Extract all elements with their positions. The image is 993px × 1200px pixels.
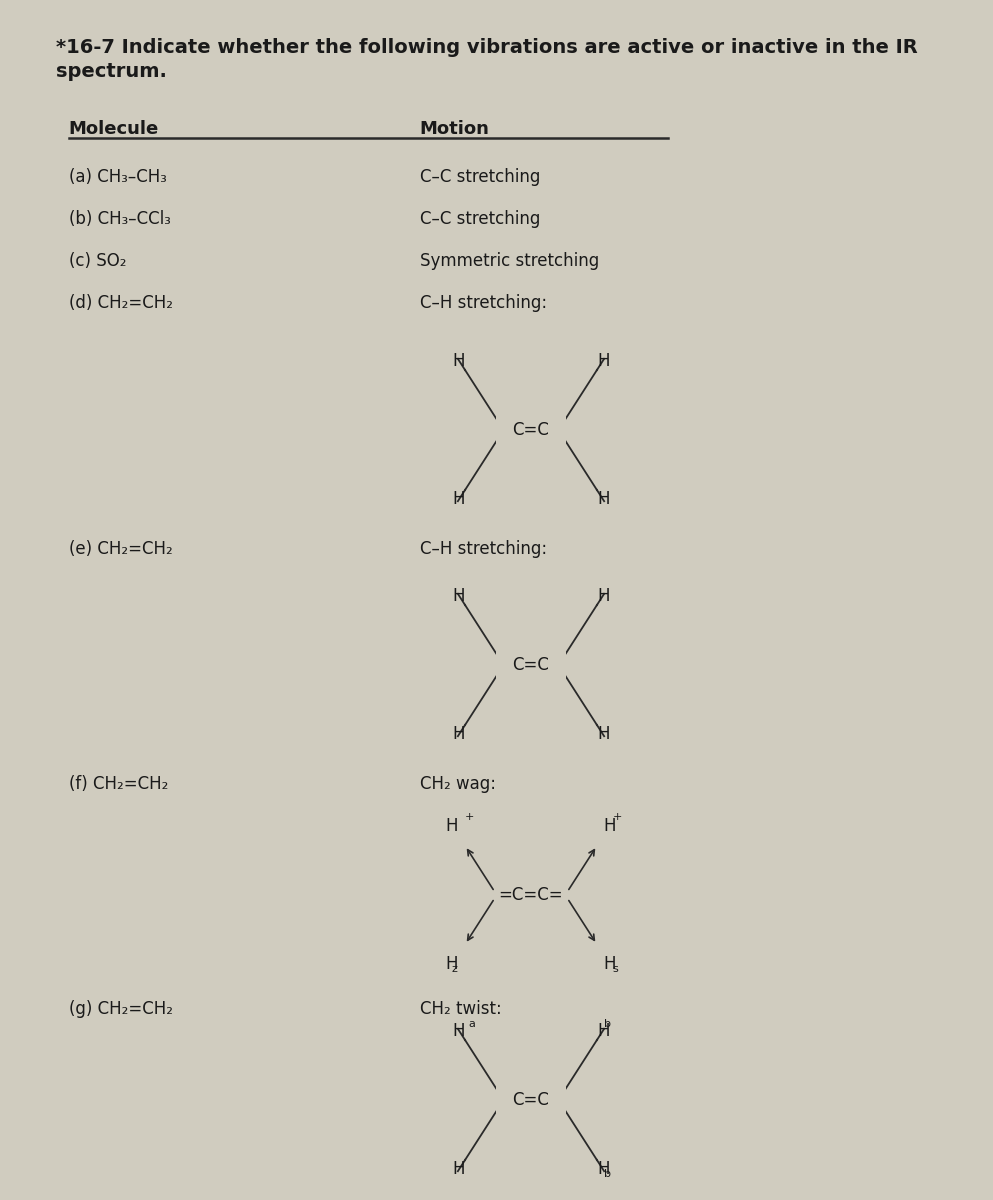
Text: C=C: C=C (512, 421, 549, 439)
Text: (g) CH₂=CH₂: (g) CH₂=CH₂ (69, 1000, 173, 1018)
Text: +: + (465, 812, 475, 822)
Text: b: b (604, 1169, 611, 1178)
Text: H: H (597, 725, 610, 743)
Text: a: a (469, 1019, 476, 1028)
Text: C–H stretching:: C–H stretching: (420, 540, 547, 558)
Text: H: H (446, 817, 458, 835)
Text: H: H (597, 490, 610, 508)
Text: spectrum.: spectrum. (56, 62, 167, 80)
Text: *16-7 Indicate whether the following vibrations are active or inactive in the IR: *16-7 Indicate whether the following vib… (56, 38, 918, 56)
Text: =C=C=: =C=C= (498, 886, 563, 904)
Text: H: H (597, 352, 610, 370)
Text: s: s (613, 964, 618, 974)
Text: CH₂ twist:: CH₂ twist: (420, 1000, 501, 1018)
Text: (f) CH₂=CH₂: (f) CH₂=CH₂ (69, 775, 168, 793)
Text: C–H stretching:: C–H stretching: (420, 294, 547, 312)
Text: CH₂ wag:: CH₂ wag: (420, 775, 496, 793)
Text: H: H (446, 955, 458, 973)
Text: (c) SO₂: (c) SO₂ (69, 252, 126, 270)
Text: H: H (453, 490, 465, 508)
Text: Symmetric stretching: Symmetric stretching (420, 252, 599, 270)
Text: (e) CH₂=CH₂: (e) CH₂=CH₂ (69, 540, 172, 558)
Text: (a) CH₃–CH₃: (a) CH₃–CH₃ (69, 168, 167, 186)
Text: C–C stretching: C–C stretching (420, 168, 540, 186)
Text: H: H (604, 817, 617, 835)
Text: (d) CH₂=CH₂: (d) CH₂=CH₂ (69, 294, 173, 312)
Text: H: H (453, 1160, 465, 1178)
Text: H: H (604, 955, 617, 973)
Text: C–C stretching: C–C stretching (420, 210, 540, 228)
Text: z: z (452, 964, 457, 974)
Text: H: H (453, 725, 465, 743)
Text: Motion: Motion (420, 120, 490, 138)
Text: (b) CH₃–CCl₃: (b) CH₃–CCl₃ (69, 210, 171, 228)
Text: H: H (597, 587, 610, 605)
Text: Molecule: Molecule (69, 120, 159, 138)
Text: +: + (613, 812, 622, 822)
Text: H: H (453, 352, 465, 370)
Text: b: b (604, 1019, 611, 1028)
Text: H: H (597, 1160, 610, 1178)
Text: H: H (453, 1022, 465, 1040)
Text: H: H (453, 587, 465, 605)
Text: C=C: C=C (512, 1091, 549, 1109)
Text: H: H (597, 1022, 610, 1040)
Text: C=C: C=C (512, 656, 549, 674)
